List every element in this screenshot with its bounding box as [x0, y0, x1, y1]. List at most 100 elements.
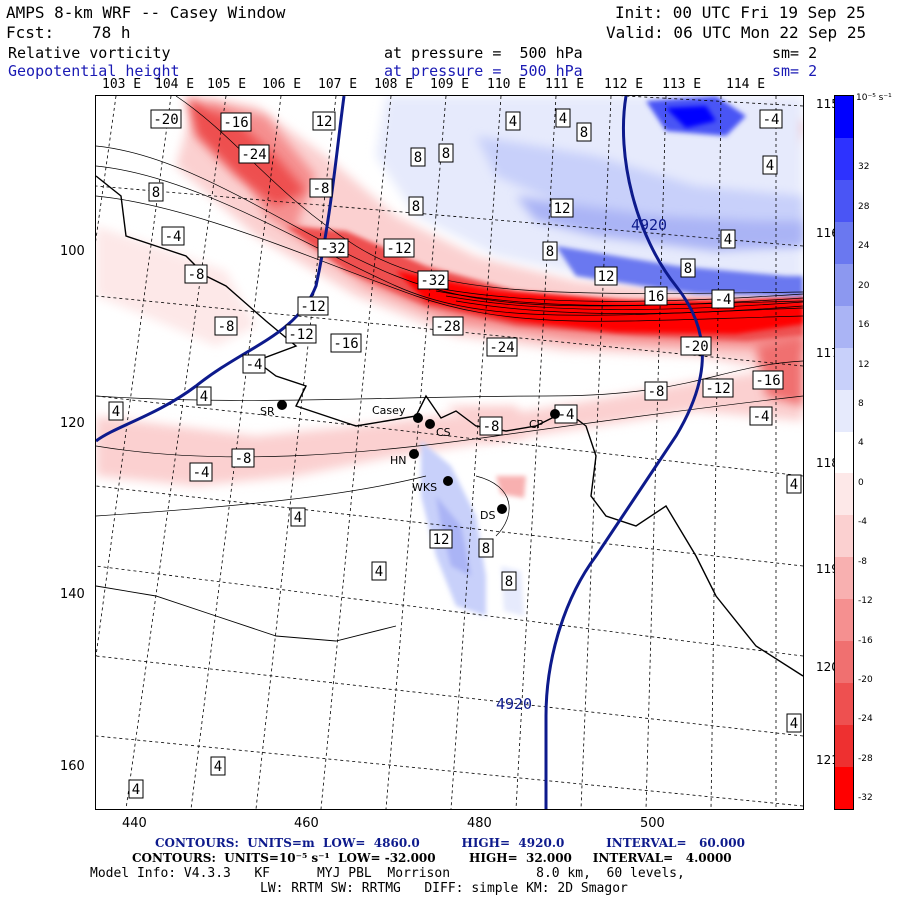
top-longitude-label: 110 E	[487, 77, 527, 92]
top-longitude-label: 109 E	[430, 77, 470, 92]
svg-text:4: 4	[790, 477, 798, 493]
valid-time: Valid: 06 UTC Mon 22 Sep 25	[606, 23, 867, 42]
vorticity-contour-label: -4	[749, 406, 773, 426]
vorticity-contour-label: 4	[786, 474, 802, 494]
svg-text:-8: -8	[313, 181, 330, 197]
top-longitude-label: 108 E	[374, 77, 414, 92]
svg-text:-28: -28	[435, 319, 460, 335]
vorticity-contour-label: 4	[371, 561, 387, 581]
colorbar-label: -4	[858, 517, 867, 528]
colorbar-label: -28	[858, 753, 873, 764]
footer-physics-info: LW: RRTM SW: RRTMG DIFF: simple KM: 2D S…	[260, 881, 628, 896]
svg-text:8: 8	[505, 574, 513, 590]
vorticity-contour-label: 4	[505, 111, 521, 131]
colorbar-label: 24	[858, 241, 870, 252]
colorbar-label: -12	[858, 596, 873, 607]
vorticity-contour-label: 8	[478, 538, 494, 558]
svg-text:CS: CS	[436, 426, 451, 439]
colorbar-swatch	[835, 389, 853, 433]
vorticity-contour-label: 4	[786, 713, 802, 733]
vorticity-contour-label: 4	[290, 507, 306, 527]
field2-smoothing: sm= 2	[772, 62, 818, 80]
colorbar-swatch	[835, 179, 853, 223]
forecast-label: Fcst:	[6, 23, 55, 42]
x-tick-label: 460	[294, 816, 319, 831]
vorticity-contour-label: -16	[752, 370, 784, 390]
colorbar-label: -8	[858, 556, 867, 567]
colorbar-swatch	[835, 683, 853, 726]
top-longitude-label: 112 E	[604, 77, 644, 92]
svg-text:-16: -16	[755, 373, 780, 389]
colorbar-label: 4	[858, 438, 864, 449]
y-tick-label: 100	[60, 244, 85, 259]
colorbar-label: -16	[858, 635, 873, 646]
top-longitude-label: 114 E	[726, 77, 766, 92]
svg-text:-12: -12	[300, 299, 325, 315]
x-tick-label: 500	[640, 816, 665, 831]
vorticity-contour-label: 4	[720, 229, 736, 249]
svg-text:-8: -8	[483, 419, 500, 435]
station-cp: CP	[529, 409, 560, 431]
vorticity-contour-label: 8	[408, 196, 424, 216]
field1-pressure: at pressure = 500 hPa	[384, 44, 583, 62]
svg-text:16: 16	[648, 289, 665, 305]
vorticity-contour-label: 4	[108, 401, 124, 421]
vorticity-contour-label: -4	[242, 354, 266, 374]
vorticity-contour-label: 8	[148, 182, 164, 202]
svg-text:SR: SR	[260, 405, 275, 418]
vorticity-contour-label: 8	[410, 147, 426, 167]
vorticity-contour-label: -4	[759, 109, 783, 129]
colorbar-label: 32	[858, 162, 870, 173]
colorbar-swatch	[835, 263, 853, 307]
svg-text:12: 12	[316, 114, 333, 130]
svg-text:Casey: Casey	[372, 404, 406, 417]
svg-text:-12: -12	[386, 241, 411, 257]
vorticity-contour-label: 8	[576, 122, 592, 142]
svg-text:-4: -4	[165, 229, 182, 245]
vorticity-contour-label: 8	[438, 143, 454, 163]
vorticity-contour-label: 8	[542, 241, 558, 261]
vorticity-contour-label: -8	[184, 264, 208, 284]
colorbar-swatch	[835, 557, 853, 600]
footer-height-contours: CONTOURS: UNITS=m LOW= 4860.0 HIGH= 4920…	[155, 836, 745, 850]
svg-text:8: 8	[684, 261, 692, 277]
colorbar-swatch	[835, 599, 853, 642]
y-tick-label: 120	[60, 416, 85, 431]
svg-text:4: 4	[724, 232, 732, 248]
map-panel[interactable]: -20 -16 12 4 4 8 -4 -24 8 8 -8 4 8 8 12 4920 -4 4 -8 -32 -12…	[95, 95, 804, 810]
vorticity-contour-label: -8	[644, 381, 668, 401]
svg-text:-4: -4	[246, 357, 263, 373]
field1-name: Relative vorticity	[8, 44, 171, 62]
colorbar-label: 28	[858, 201, 870, 212]
colorbar-label: 8	[858, 398, 864, 409]
svg-text:-20: -20	[683, 339, 708, 355]
vorticity-contour-label: -24	[486, 337, 518, 357]
colorbar-swatch	[835, 347, 853, 391]
vorticity-contour-label: -4	[161, 226, 185, 246]
vorticity-contour-label: -20	[680, 336, 712, 356]
svg-text:4: 4	[375, 564, 383, 580]
colorbar-label: 12	[858, 359, 870, 370]
geopotential-contour-east	[544, 96, 704, 809]
colorbar-label: -24	[858, 714, 873, 725]
vorticity-contour-label: -4	[711, 289, 735, 309]
top-longitude-label: 107 E	[318, 77, 358, 92]
svg-text:-8: -8	[188, 267, 205, 283]
station-hn: HN	[390, 449, 419, 467]
vorticity-contour-label: -8	[214, 316, 238, 336]
svg-text:8: 8	[546, 244, 554, 260]
forecast-hour: 78 h	[92, 23, 131, 42]
init-time: Init: 00 UTC Fri 19 Sep 25	[615, 3, 866, 22]
svg-text:HN: HN	[390, 454, 407, 467]
x-tick-label: 440	[122, 816, 147, 831]
geopotential-contour-west	[96, 96, 346, 443]
field2-name: Geopotential height	[8, 62, 180, 80]
field1-smoothing: sm= 2	[772, 44, 818, 62]
svg-text:4: 4	[294, 510, 302, 526]
colorbar-swatch	[835, 96, 853, 139]
colorbar-label: 0	[858, 477, 864, 488]
svg-text:8: 8	[414, 150, 422, 166]
svg-text:DS: DS	[480, 509, 495, 522]
